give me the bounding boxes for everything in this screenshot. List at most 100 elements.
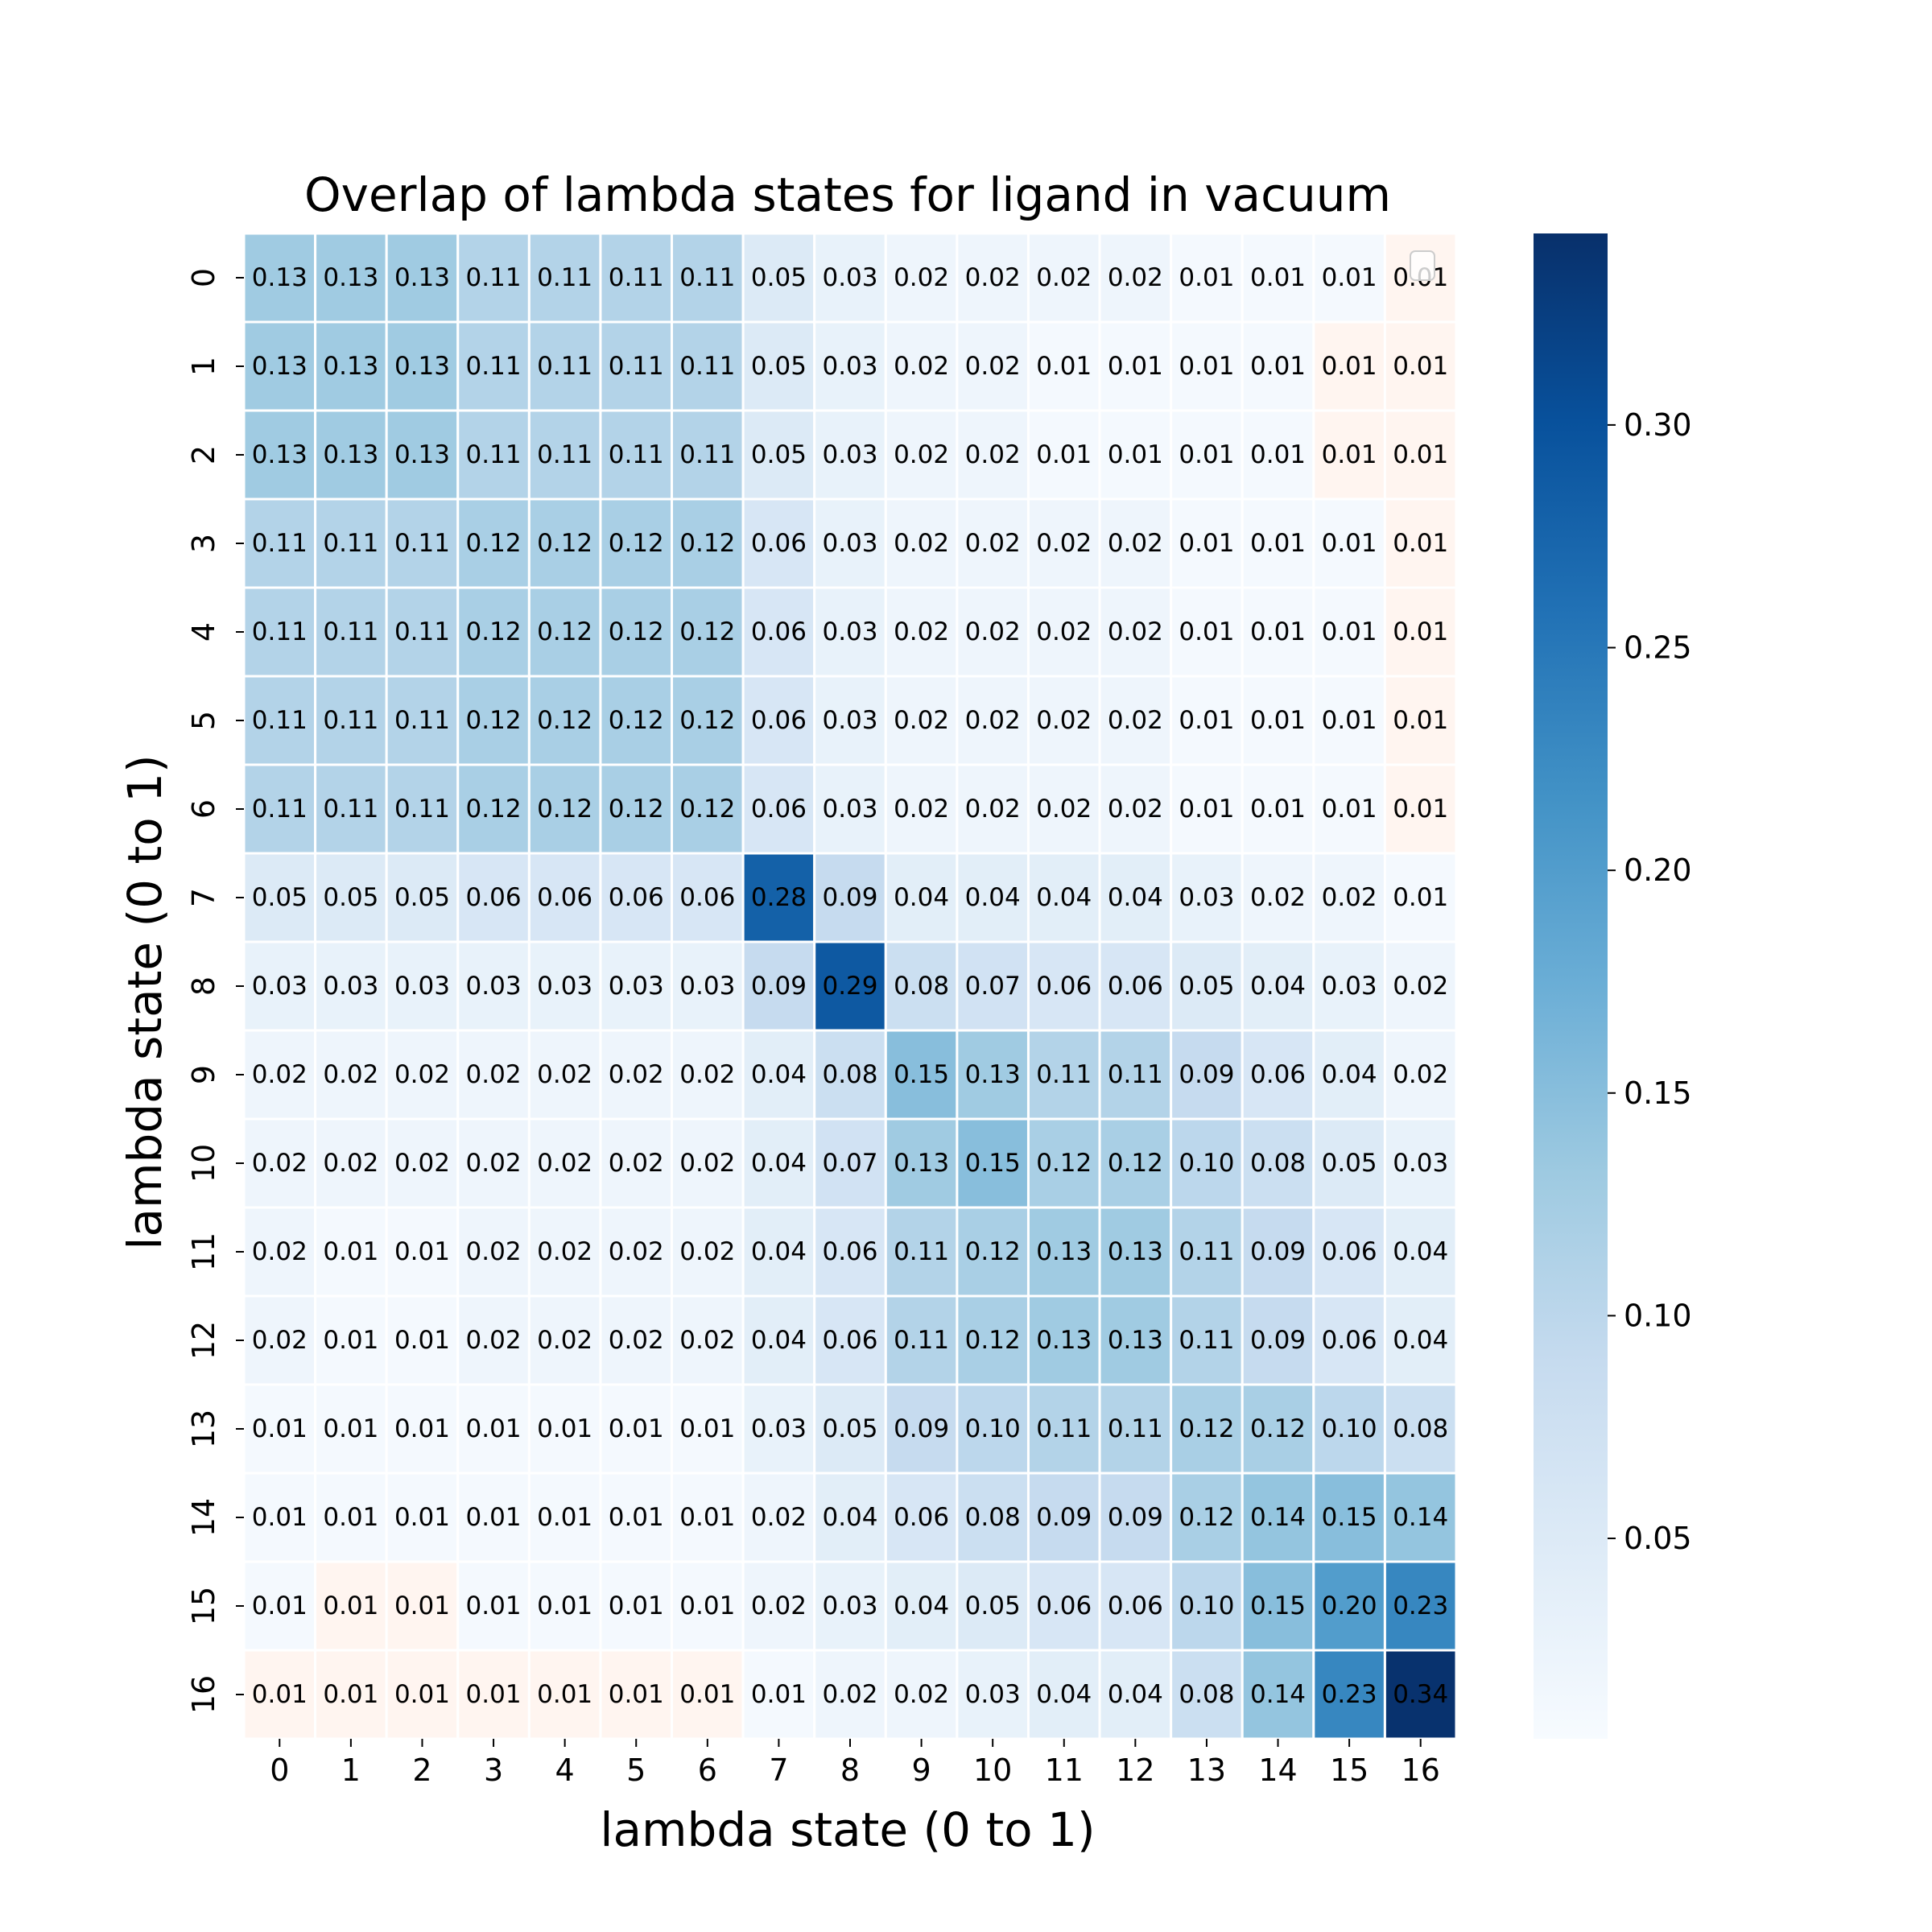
- cell-value-label: 0.01: [1393, 883, 1448, 912]
- cell-value-label: 0.01: [1322, 263, 1377, 292]
- heatmap-cell: [1098, 1383, 1173, 1475]
- heatmap-cell: [1098, 497, 1173, 589]
- cell-value-label: 0.01: [1108, 440, 1163, 469]
- cell-value-label: 0.06: [537, 883, 592, 912]
- cell-value-label: 0.11: [679, 352, 735, 381]
- heatmap-cell: [599, 940, 674, 1032]
- cell-value-label: 0.02: [894, 795, 949, 824]
- cell-value-label: 0.02: [537, 1060, 592, 1089]
- heatmap-cell: [813, 1472, 887, 1563]
- cell-value-label: 0.01: [1250, 529, 1306, 558]
- cell-value-label: 0.01: [1108, 352, 1163, 381]
- cell-value-label: 0.01: [1322, 706, 1377, 735]
- y-tick-label: 8: [186, 976, 221, 996]
- heatmap-cell: [813, 1383, 887, 1475]
- heatmap-cell: [1241, 497, 1315, 589]
- heatmap-cell: [314, 763, 388, 855]
- cell-value-label: 0.12: [537, 529, 592, 558]
- x-tick-label: 9: [911, 1752, 931, 1788]
- cell-value-label: 0.04: [822, 1503, 877, 1532]
- cell-value-label: 0.11: [1036, 1060, 1092, 1089]
- heatmap-cell: [741, 1472, 816, 1563]
- cell-value-label: 0.01: [1393, 352, 1448, 381]
- heatmap-cell: [1098, 409, 1173, 501]
- y-tick-label: 9: [186, 1065, 221, 1084]
- cell-value-label: 0.08: [822, 1060, 877, 1089]
- cell-value-label: 0.01: [1250, 352, 1306, 381]
- cell-value-label: 0.01: [679, 1503, 735, 1532]
- heatmap-cell: [1026, 320, 1101, 412]
- x-tick-label: 1: [341, 1752, 361, 1788]
- cell-value-label: 0.01: [323, 1237, 378, 1266]
- cell-value-label: 0.15: [965, 1149, 1021, 1178]
- cell-value-label: 0.03: [679, 972, 735, 1001]
- cell-value-label: 0.01: [394, 1680, 450, 1709]
- cell-value-label: 0.06: [894, 1503, 949, 1532]
- cell-value-label: 0.05: [751, 263, 807, 292]
- cell-value-label: 0.02: [822, 1680, 877, 1709]
- cell-value-label: 0.03: [822, 795, 877, 824]
- cell-value-label: 0.04: [751, 1060, 807, 1089]
- heatmap-cell: [671, 1029, 745, 1121]
- cell-value-label: 0.01: [1179, 706, 1234, 735]
- cell-value-label: 0.10: [1179, 1591, 1234, 1620]
- heatmap-cell: [741, 763, 816, 855]
- cell-value-label: 0.04: [894, 883, 949, 912]
- heatmap-cell: [1383, 675, 1458, 766]
- cell-value-label: 0.02: [252, 1149, 308, 1178]
- heatmap-cell: [242, 1560, 317, 1652]
- x-axis: 0 1 2 3 4 5 6 7 8 9 10 11 12 13 14 15 16: [270, 1739, 1440, 1788]
- cell-value-label: 0.03: [252, 972, 308, 1001]
- heatmap-cell: [599, 586, 674, 678]
- x-tick-label: 5: [626, 1752, 646, 1788]
- cell-value-label: 0.12: [1250, 1414, 1306, 1443]
- cell-value-label: 0.02: [1036, 706, 1092, 735]
- cell-value-label: 0.12: [609, 795, 664, 824]
- cell-value-label: 0.04: [1393, 1237, 1448, 1266]
- cell-value-label: 0.12: [537, 795, 592, 824]
- cell-value-label: 0.02: [679, 1060, 735, 1089]
- heatmap-cell: [1241, 852, 1315, 943]
- cell-value-label: 0.01: [609, 1503, 664, 1532]
- cell-value-label: 0.01: [1322, 352, 1377, 381]
- cell-value-label: 0.01: [1393, 440, 1448, 469]
- cell-value-label: 0.09: [1179, 1060, 1234, 1089]
- heatmap-cell: [884, 232, 959, 324]
- cell-value-label: 0.10: [1322, 1414, 1377, 1443]
- cell-value-label: 0.03: [822, 617, 877, 646]
- cell-value-label: 0.34: [1393, 1680, 1448, 1709]
- heatmap-cell: [1383, 1117, 1458, 1209]
- heatmap-cell: [314, 1560, 388, 1652]
- cell-value-label: 0.01: [751, 1680, 807, 1709]
- cell-value-label: 0.01: [323, 1326, 378, 1355]
- cell-value-label: 0.05: [751, 440, 807, 469]
- empty-legend: [1410, 250, 1435, 281]
- heatmap-cell: [1241, 409, 1315, 501]
- cell-value-label: 0.05: [323, 883, 378, 912]
- heatmap-cell: [956, 1472, 1030, 1563]
- cell-value-label: 0.02: [751, 1591, 807, 1620]
- heatmap-cell: [884, 1206, 959, 1298]
- cell-value-label: 0.02: [323, 1060, 378, 1089]
- cell-value-label: 0.13: [252, 352, 308, 381]
- x-tick-label: 6: [698, 1752, 717, 1788]
- cell-value-label: 0.02: [1108, 706, 1163, 735]
- cell-value-label: 0.01: [537, 1591, 592, 1620]
- cell-value-label: 0.06: [822, 1326, 877, 1355]
- y-tick-label: 13: [186, 1410, 221, 1448]
- heatmap-cell: [1026, 1649, 1101, 1740]
- cell-value-label: 0.02: [1108, 617, 1163, 646]
- cell-value-label: 0.01: [323, 1591, 378, 1620]
- cell-value-label: 0.11: [537, 263, 592, 292]
- heatmap-cell: [456, 586, 530, 678]
- y-axis-label: lambda state (0 to 1): [118, 754, 172, 1249]
- cell-value-label: 0.01: [1179, 529, 1234, 558]
- cell-value-label: 0.01: [252, 1414, 308, 1443]
- heatmap-cell: [456, 497, 530, 589]
- y-tick-label: 5: [186, 711, 221, 730]
- cell-value-label: 0.06: [466, 883, 522, 912]
- cell-value-label: 0.11: [394, 795, 450, 824]
- heatmap-cell: [385, 1294, 460, 1386]
- cell-value-label: 0.02: [1108, 795, 1163, 824]
